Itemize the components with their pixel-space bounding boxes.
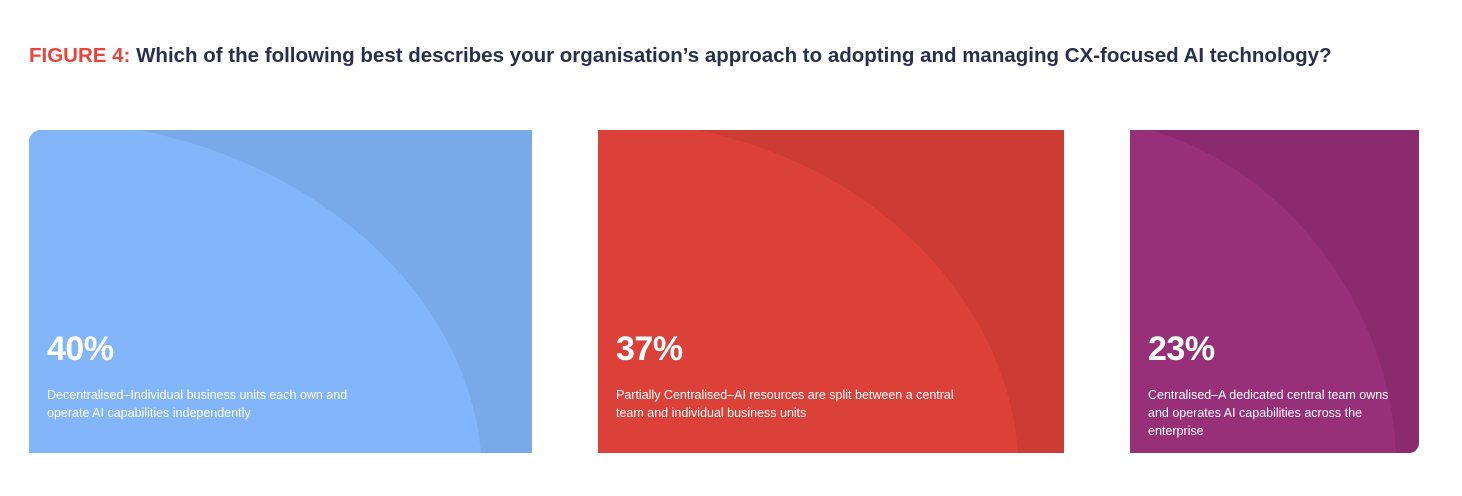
percentage-value: 40%: [47, 330, 114, 368]
option-description: Centralised–A dedicated central team own…: [1148, 388, 1389, 438]
option-description: Partially Centralised–AI resources are s…: [616, 388, 954, 420]
figure-label: FIGURE 4:: [29, 44, 131, 67]
result-card-partially-centralised: 37% Partially Centralised–AI resources a…: [598, 130, 1064, 453]
figure-title: FIGURE 4: Which of the following best de…: [29, 44, 1332, 68]
card-arc-highlight: [598, 130, 1018, 453]
card-arc-highlight: [1130, 130, 1396, 453]
card-background: [598, 130, 1064, 453]
option-description: Decentralised–Individual business units …: [47, 388, 348, 420]
card-background: [29, 130, 532, 453]
result-card-decentralised: 40% Decentralised–Individual business un…: [29, 130, 532, 453]
card-arc-highlight: [29, 130, 481, 453]
result-card-centralised: 23% Centralised–A dedicated central team…: [1130, 130, 1419, 453]
percentage-value: 37%: [616, 330, 683, 368]
figure-question: Which of the following best describes yo…: [136, 44, 1332, 67]
percentage-value: 23%: [1148, 330, 1215, 368]
card-background: [1130, 130, 1419, 453]
